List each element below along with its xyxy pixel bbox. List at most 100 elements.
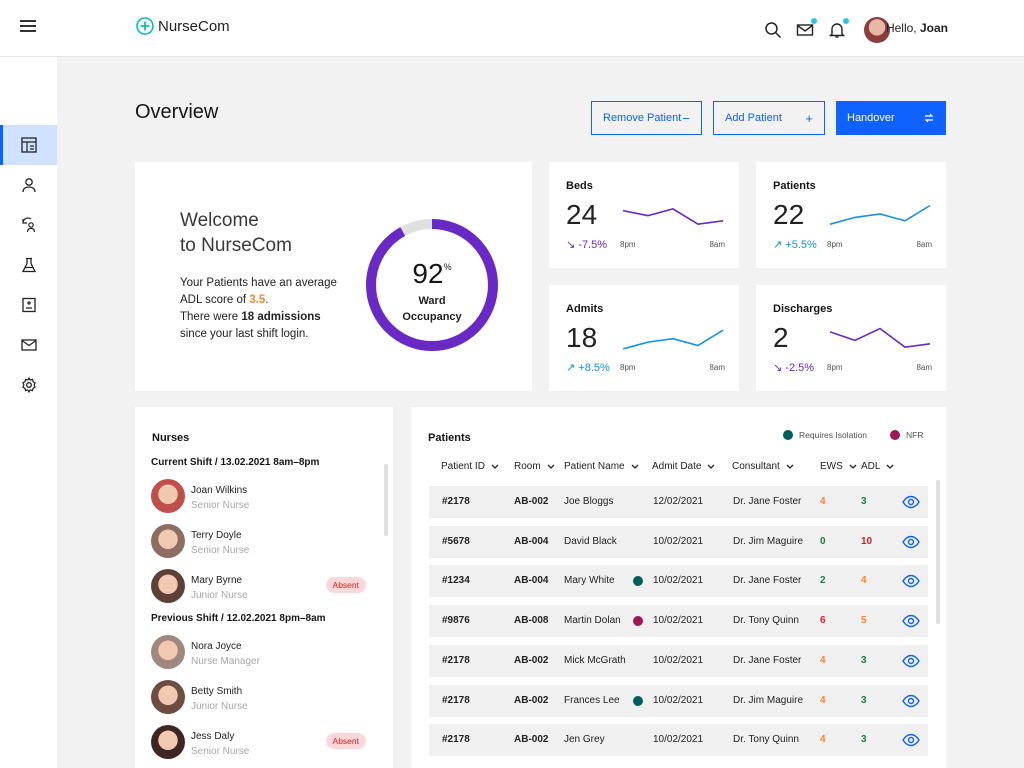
- nurse-avatar: [151, 569, 185, 603]
- absent-badge: Absent: [325, 733, 366, 749]
- view-eye-icon[interactable]: [902, 654, 920, 668]
- sidebar-item-messages[interactable]: [0, 325, 57, 365]
- chevron-down-icon: [849, 464, 857, 469]
- nurse-name: Terry Doyle: [191, 530, 242, 541]
- chevron-down-icon: [631, 464, 639, 469]
- view-eye-icon[interactable]: [902, 574, 920, 588]
- sidebar-item-settings[interactable]: [0, 365, 57, 405]
- view-eye-icon[interactable]: [902, 614, 920, 628]
- stat-title: Discharges: [773, 303, 833, 315]
- stat-card-admits[interactable]: Admits 18 ↗ +8.5% 8pm 8am: [549, 285, 739, 391]
- table-row[interactable]: #9876 AB-008 Martin Dolan 10/02/2021 Dr.…: [429, 605, 928, 638]
- admit-date: 10/02/2021: [653, 694, 704, 706]
- column-header-adl[interactable]: ADL: [861, 461, 894, 472]
- view-eye-icon[interactable]: [902, 495, 920, 509]
- column-header-patient-name[interactable]: Patient Name: [564, 461, 639, 472]
- welcome-summary: Your Patients have an average ADL score …: [180, 275, 360, 343]
- stat-change-value: -7.5%: [578, 239, 608, 251]
- user-avatar[interactable]: [864, 17, 890, 43]
- sidebar-item-dashboard[interactable]: [0, 125, 57, 165]
- sparkline-end-label: 8am: [709, 363, 725, 372]
- column-header-patient-id[interactable]: Patient ID: [441, 461, 499, 472]
- patient-id: #2178: [442, 734, 470, 746]
- sidebar-item-lab[interactable]: [0, 245, 57, 285]
- patients-swap-icon: [21, 217, 35, 233]
- view-eye-icon[interactable]: [902, 733, 920, 747]
- isolation-flag-dot: [633, 695, 643, 706]
- nurse-list-item[interactable]: Terry Doyle Senior Nurse: [151, 524, 366, 560]
- nurse-avatar: [151, 479, 185, 513]
- nurse-name: Joan Wilkins: [191, 485, 248, 496]
- stat-title: Admits: [566, 303, 604, 315]
- table-row[interactable]: #5678 AB-004 David Black 10/02/2021 Dr. …: [429, 525, 928, 558]
- column-header-admit-date[interactable]: Admit Date: [652, 461, 715, 472]
- bell-icon[interactable]: [828, 18, 849, 39]
- welcome-heading: Welcome to NurseCom: [180, 208, 360, 258]
- nurse-list-item[interactable]: Jess Daly Senior Nurse Absent: [151, 725, 366, 761]
- nurse-list-item[interactable]: Joan Wilkins Senior Nurse: [151, 479, 366, 515]
- hamburger-menu-icon[interactable]: [20, 20, 36, 34]
- sparkline-start-label: 8pm: [827, 363, 843, 372]
- chevron-down-icon: [786, 464, 794, 469]
- adl-text: Your Patients have an average ADL score …: [180, 277, 337, 306]
- sidebar-item-profile[interactable]: [0, 165, 57, 205]
- ews-score: 4: [820, 496, 826, 507]
- view-eye-icon[interactable]: [902, 535, 920, 549]
- settings-icon: [21, 377, 36, 393]
- sparkline-end-label: 8am: [916, 240, 932, 249]
- legend-isolation: Requires Isolation: [783, 430, 867, 440]
- search-icon[interactable]: [764, 21, 782, 39]
- nurse-list-item[interactable]: Betty Smith Junior Nurse: [151, 680, 366, 716]
- occupancy-value: 92%: [364, 258, 500, 290]
- stat-card-beds[interactable]: Beds 24 ↘ -7.5% 8pm 8am: [549, 162, 739, 268]
- occupancy-label-1: Ward: [418, 295, 446, 307]
- nurse-list-item[interactable]: Mary Byrne Junior Nurse Absent: [151, 569, 366, 605]
- table-row[interactable]: #1234 AB-004 Mary White 10/02/2021 Dr. J…: [429, 565, 928, 598]
- sparkline-line: [829, 204, 931, 225]
- trend-arrow-icon: ↘: [566, 239, 576, 251]
- nurse-role: Senior Nurse: [191, 545, 250, 556]
- ews-score: 6: [820, 615, 826, 627]
- nurses-scrollbar[interactable]: [384, 464, 388, 536]
- patient-id: #5678: [442, 535, 470, 547]
- add-patient-button[interactable]: Add Patient +: [713, 101, 825, 135]
- nurse-list-item[interactable]: Nora Joyce Nurse Manager: [151, 635, 366, 671]
- donut-arc: [366, 219, 498, 351]
- table-row[interactable]: #2178 AB-002 Frances Lee 10/02/2021 Dr. …: [429, 684, 928, 717]
- stat-card-discharges[interactable]: Discharges 2 ↘ -2.5% 8pm 8am: [756, 285, 946, 391]
- table-row[interactable]: #2178 AB-002 Joe Bloggs 12/02/2021 Dr. J…: [429, 486, 928, 518]
- patients-scrollbar[interactable]: [936, 480, 940, 624]
- nurse-role: Junior Nurse: [191, 701, 248, 712]
- sidebar-item-patients[interactable]: [0, 205, 57, 245]
- patient-name: Frances Lee: [564, 694, 620, 706]
- column-header-ews[interactable]: EWS: [820, 461, 857, 472]
- chevron-down-icon: [708, 464, 715, 469]
- column-header-room[interactable]: Room: [514, 461, 555, 472]
- adl-score: 3: [861, 496, 867, 507]
- stat-change: ↗ +5.5%: [773, 238, 817, 251]
- view-eye-icon[interactable]: [902, 694, 920, 708]
- handover-button[interactable]: Handover: [836, 101, 946, 135]
- table-row[interactable]: #2178 AB-002 Mick McGrath 10/02/2021 Dr.…: [429, 644, 928, 677]
- nurse-role: Senior Nurse: [191, 746, 250, 757]
- table-row[interactable]: #2178 AB-002 Jen Grey 10/02/2021 Dr. Ton…: [429, 724, 928, 757]
- stat-change-value: -2.5%: [785, 362, 815, 374]
- column-header-consultant[interactable]: Consultant: [732, 461, 794, 472]
- logo[interactable]: NurseCom: [136, 17, 230, 35]
- user-greeting[interactable]: Hello, Joan: [886, 21, 948, 35]
- since-login-text: since your last shift login.: [180, 328, 309, 340]
- isolation-flag-dot: [633, 576, 643, 587]
- nursecom-logo-icon: [136, 17, 154, 35]
- nurse-avatar: [151, 524, 185, 558]
- mail-icon[interactable]: [796, 18, 817, 39]
- column-header-label: Consultant: [732, 461, 780, 472]
- stat-value: 18: [566, 322, 598, 353]
- absent-badge: Absent: [325, 577, 366, 593]
- remove-patient-button[interactable]: Remove Patient −: [591, 101, 702, 135]
- nurse-role: Nurse Manager: [191, 656, 260, 667]
- welcome-card: Welcome to NurseCom Your Patients have a…: [135, 162, 532, 391]
- top-bar: NurseCom Hello, Joan: [0, 0, 1024, 57]
- sidebar-item-records[interactable]: [0, 285, 57, 325]
- trend-arrow-icon: ↗: [566, 362, 576, 374]
- stat-card-patients[interactable]: Patients 22 ↗ +5.5% 8pm 8am: [756, 162, 946, 268]
